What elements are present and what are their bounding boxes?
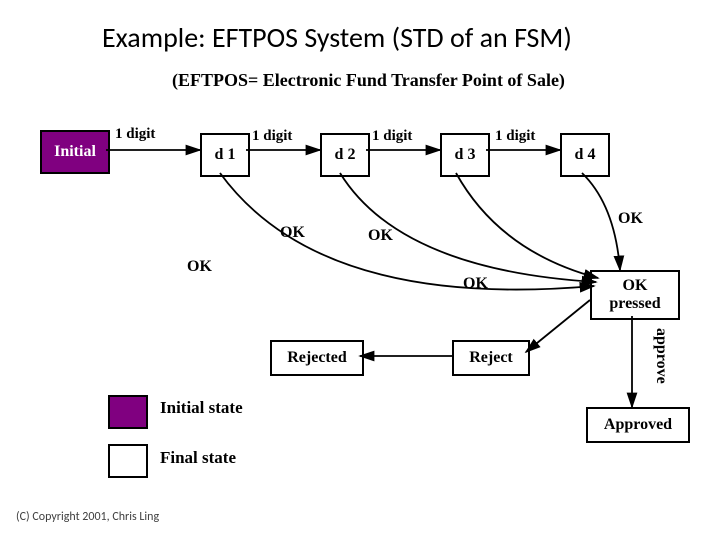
state-initial: Initial xyxy=(40,130,110,174)
state-d4: d 4 xyxy=(560,133,610,177)
state-d2: d 2 xyxy=(320,133,370,177)
legend-initial-label: Initial state xyxy=(160,398,243,418)
state-ok-pressed: OK pressed xyxy=(590,270,680,320)
edge-label-ok-d4: OK xyxy=(463,275,488,293)
edge-label-1digit-1: 1 digit xyxy=(115,126,155,143)
state-d1: d 1 xyxy=(200,133,250,177)
legend-final-label: Final state xyxy=(160,448,236,468)
state-reject: Reject xyxy=(452,340,530,376)
edge-label-ok-top: OK xyxy=(618,210,643,228)
edge-label-1digit-2: 1 digit xyxy=(252,128,292,145)
edge-label-approve: approve xyxy=(652,328,670,384)
state-d3: d 3 xyxy=(440,133,490,177)
state-approved: Approved xyxy=(586,407,690,443)
legend-final-swatch xyxy=(108,444,148,478)
edge-label-ok-d2: OK xyxy=(280,224,305,242)
page-subtitle: (EFTPOS= Electronic Fund Transfer Point … xyxy=(172,70,565,91)
edge-label-1digit-4: 1 digit xyxy=(495,128,535,145)
page-title: Example: EFTPOS System (STD of an FSM) xyxy=(102,20,572,55)
state-rejected: Rejected xyxy=(270,340,364,376)
copyright-text: (C) Copyright 2001, Chris Ling xyxy=(16,510,159,524)
legend-initial-swatch xyxy=(108,395,148,429)
edge-label-1digit-3: 1 digit xyxy=(372,128,412,145)
edge-label-ok-d3: OK xyxy=(368,227,393,245)
edge-label-ok-d1: OK xyxy=(187,258,212,276)
